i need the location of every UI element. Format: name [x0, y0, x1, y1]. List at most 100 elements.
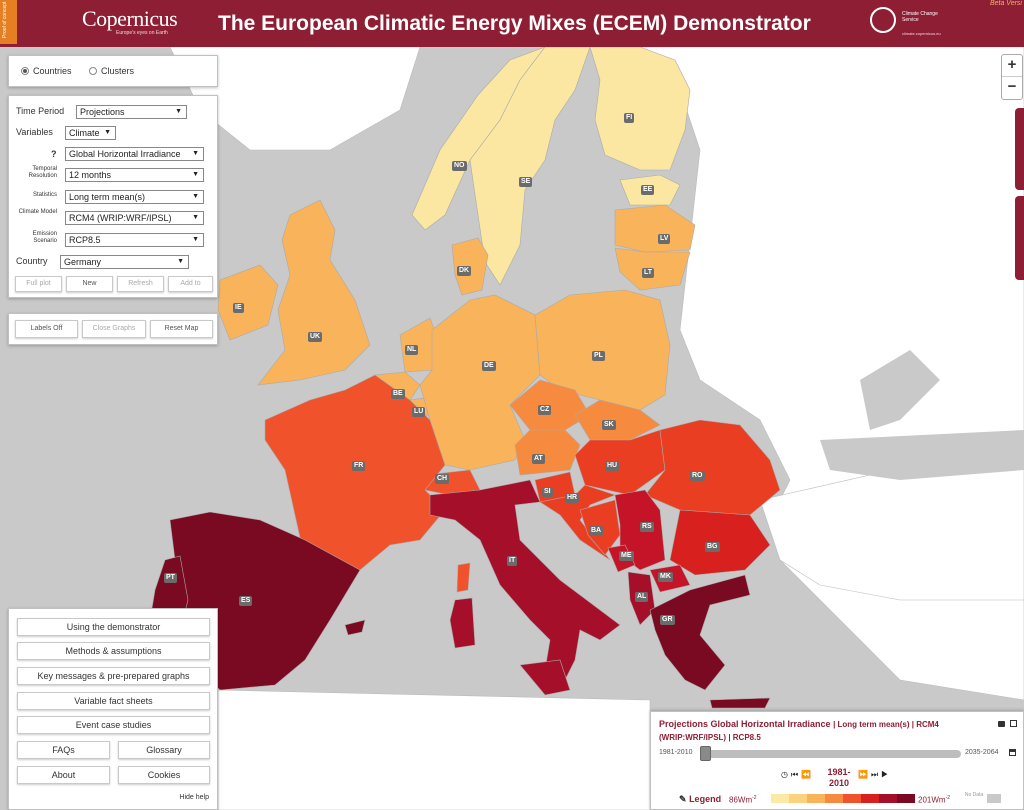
step-forward-icon[interactable]: ⏩ [858, 770, 871, 779]
country-label-SI[interactable]: SI [542, 487, 553, 497]
country-label-BE[interactable]: BE [391, 389, 405, 399]
country-RO[interactable] [644, 419, 781, 516]
country-FR-corsica[interactable] [456, 562, 471, 593]
faqs-button[interactable]: FAQs [17, 741, 110, 759]
country-label-UK[interactable]: UK [308, 332, 323, 342]
expand-icon[interactable] [1010, 720, 1017, 727]
country-label-IE[interactable]: IE [233, 303, 244, 313]
wrench-icon[interactable]: ✎ [679, 794, 687, 804]
country-LV[interactable] [614, 204, 696, 253]
climate-model-select[interactable]: RCM4 (WRIP:WRF/IPSL) ▼ [65, 211, 204, 225]
mode-clusters-option[interactable]: Clusters [89, 66, 134, 76]
country-IE[interactable] [217, 264, 279, 341]
time-slider-track[interactable] [703, 750, 961, 758]
copernicus-logo[interactable]: Copernicus Europe's eyes on Earth [82, 6, 178, 40]
add-to-button[interactable]: Add to [168, 276, 213, 292]
country-label-RS[interactable]: RS [640, 522, 654, 532]
clock-icon[interactable]: ◷ [781, 770, 791, 779]
clusters-radio[interactable] [89, 67, 97, 75]
feedback-side-tab[interactable] [1015, 108, 1024, 190]
refresh-button[interactable]: Refresh [117, 276, 164, 292]
zoom-in-button[interactable]: + [1002, 55, 1022, 77]
country-label-PL[interactable]: PL [592, 351, 605, 361]
zoom-out-button[interactable]: − [1007, 78, 1017, 95]
using-demonstrator-button[interactable]: Using the demonstrator [17, 618, 210, 636]
variable-help-icon[interactable]: ? [51, 149, 57, 159]
labels-off-button[interactable]: Labels Off [15, 320, 78, 338]
statistics-select[interactable]: Long term mean(s) ▼ [65, 190, 204, 204]
about-button[interactable]: About [17, 766, 110, 784]
emission-scenario-value: RCP8.5 [69, 235, 101, 245]
country-label-DK[interactable]: DK [457, 266, 472, 276]
country-label-CZ[interactable]: CZ [538, 405, 552, 415]
new-button[interactable]: New [66, 276, 113, 292]
country-label-PT[interactable]: PT [164, 573, 177, 583]
country-SE[interactable] [469, 47, 591, 286]
hide-help-link[interactable]: Hide help [179, 794, 209, 801]
variable-select[interactable]: Global Horizontal Irradiance ▼ [65, 147, 204, 161]
countries-radio[interactable] [21, 67, 29, 75]
country-GR-crete[interactable] [709, 697, 771, 709]
country-IT[interactable] [429, 479, 621, 691]
reset-map-button[interactable]: Reset Map [150, 320, 213, 338]
country-label-ME[interactable]: ME [619, 551, 634, 561]
country-label-CH[interactable]: CH [435, 474, 450, 484]
country-ES-balearic[interactable] [344, 619, 366, 636]
country-label-MK[interactable]: MK [658, 572, 673, 582]
country-label-DE[interactable]: DE [482, 361, 496, 371]
emission-scenario-select[interactable]: RCP8.5 ▼ [65, 233, 204, 247]
c3s-logo[interactable]: Climate Change Service climate.copernicu… [868, 5, 958, 41]
country-label-ES[interactable]: ES [239, 596, 253, 606]
country-label-AL[interactable]: AL [635, 592, 649, 602]
country-label-LV[interactable]: LV [658, 234, 671, 244]
temporal-resolution-select[interactable]: 12 months ▼ [65, 168, 204, 182]
country-label-HR[interactable]: HR [565, 493, 580, 503]
play-icon[interactable]: ▶ [881, 770, 892, 779]
glossary-button[interactable]: Glossary [118, 741, 210, 759]
country-IT-sardinia[interactable] [449, 597, 476, 649]
calendar-icon[interactable] [1009, 749, 1016, 756]
cookies-button[interactable]: Cookies [118, 766, 210, 784]
key-messages-button[interactable]: Key messages & pre-prepared graphs [17, 667, 210, 685]
step-back-icon[interactable]: ⏪ [801, 770, 815, 779]
full-plot-button[interactable]: Full plot [15, 276, 62, 292]
variables-select[interactable]: Climate ▼ [65, 126, 116, 140]
country-label-SK[interactable]: SK [602, 420, 616, 430]
country-AT[interactable] [514, 429, 581, 476]
country-select[interactable]: Germany ▼ [60, 255, 189, 269]
country-label-NO[interactable]: NO [452, 161, 467, 171]
country-label-BA[interactable]: BA [589, 526, 604, 536]
country-label-EE[interactable]: EE [641, 185, 655, 195]
app-header: Proof of concept Copernicus Europe's eye… [0, 0, 1024, 47]
country-label-HU[interactable]: HU [605, 461, 620, 471]
country-UK[interactable] [257, 199, 371, 386]
country-FI[interactable] [589, 47, 691, 171]
skip-end-icon[interactable]: ⏭ [870, 770, 882, 779]
country-IT-sicily[interactable] [519, 659, 571, 696]
country-label-LU[interactable]: LU [412, 407, 426, 417]
country-label-LT[interactable]: LT [642, 268, 655, 278]
lock-icon[interactable] [998, 721, 1005, 727]
country-label-SE[interactable]: SE [519, 177, 533, 187]
fact-sheets-button[interactable]: Variable fact sheets [17, 692, 210, 710]
country-GR[interactable] [649, 574, 751, 691]
country-label-IT[interactable]: IT [507, 556, 518, 566]
skip-start-icon[interactable]: ⏮ [790, 770, 802, 779]
country-label-FR[interactable]: FR [352, 461, 366, 471]
time-period-select[interactable]: Projections ▼ [76, 105, 187, 119]
beta-badge: Beta Versi [989, 0, 1022, 7]
time-slider-handle[interactable] [700, 746, 711, 761]
methods-button[interactable]: Methods & assumptions [17, 642, 210, 660]
country-label-AT[interactable]: AT [532, 454, 545, 464]
event-case-studies-button[interactable]: Event case studies [17, 716, 210, 734]
mode-countries-option[interactable]: Countries [21, 66, 72, 76]
country-label-FI[interactable]: FI [624, 113, 635, 123]
country-label-RO[interactable]: RO [690, 471, 705, 481]
country-label-BG[interactable]: BG [705, 542, 720, 552]
country-label-GR[interactable]: GR [660, 615, 675, 625]
side-tab-secondary[interactable] [1015, 196, 1024, 280]
country-BG[interactable] [669, 509, 771, 576]
close-graphs-button[interactable]: Close Graphs [82, 320, 146, 338]
country-label-NL[interactable]: NL [405, 345, 419, 355]
chevron-down-icon: ▼ [192, 150, 199, 157]
